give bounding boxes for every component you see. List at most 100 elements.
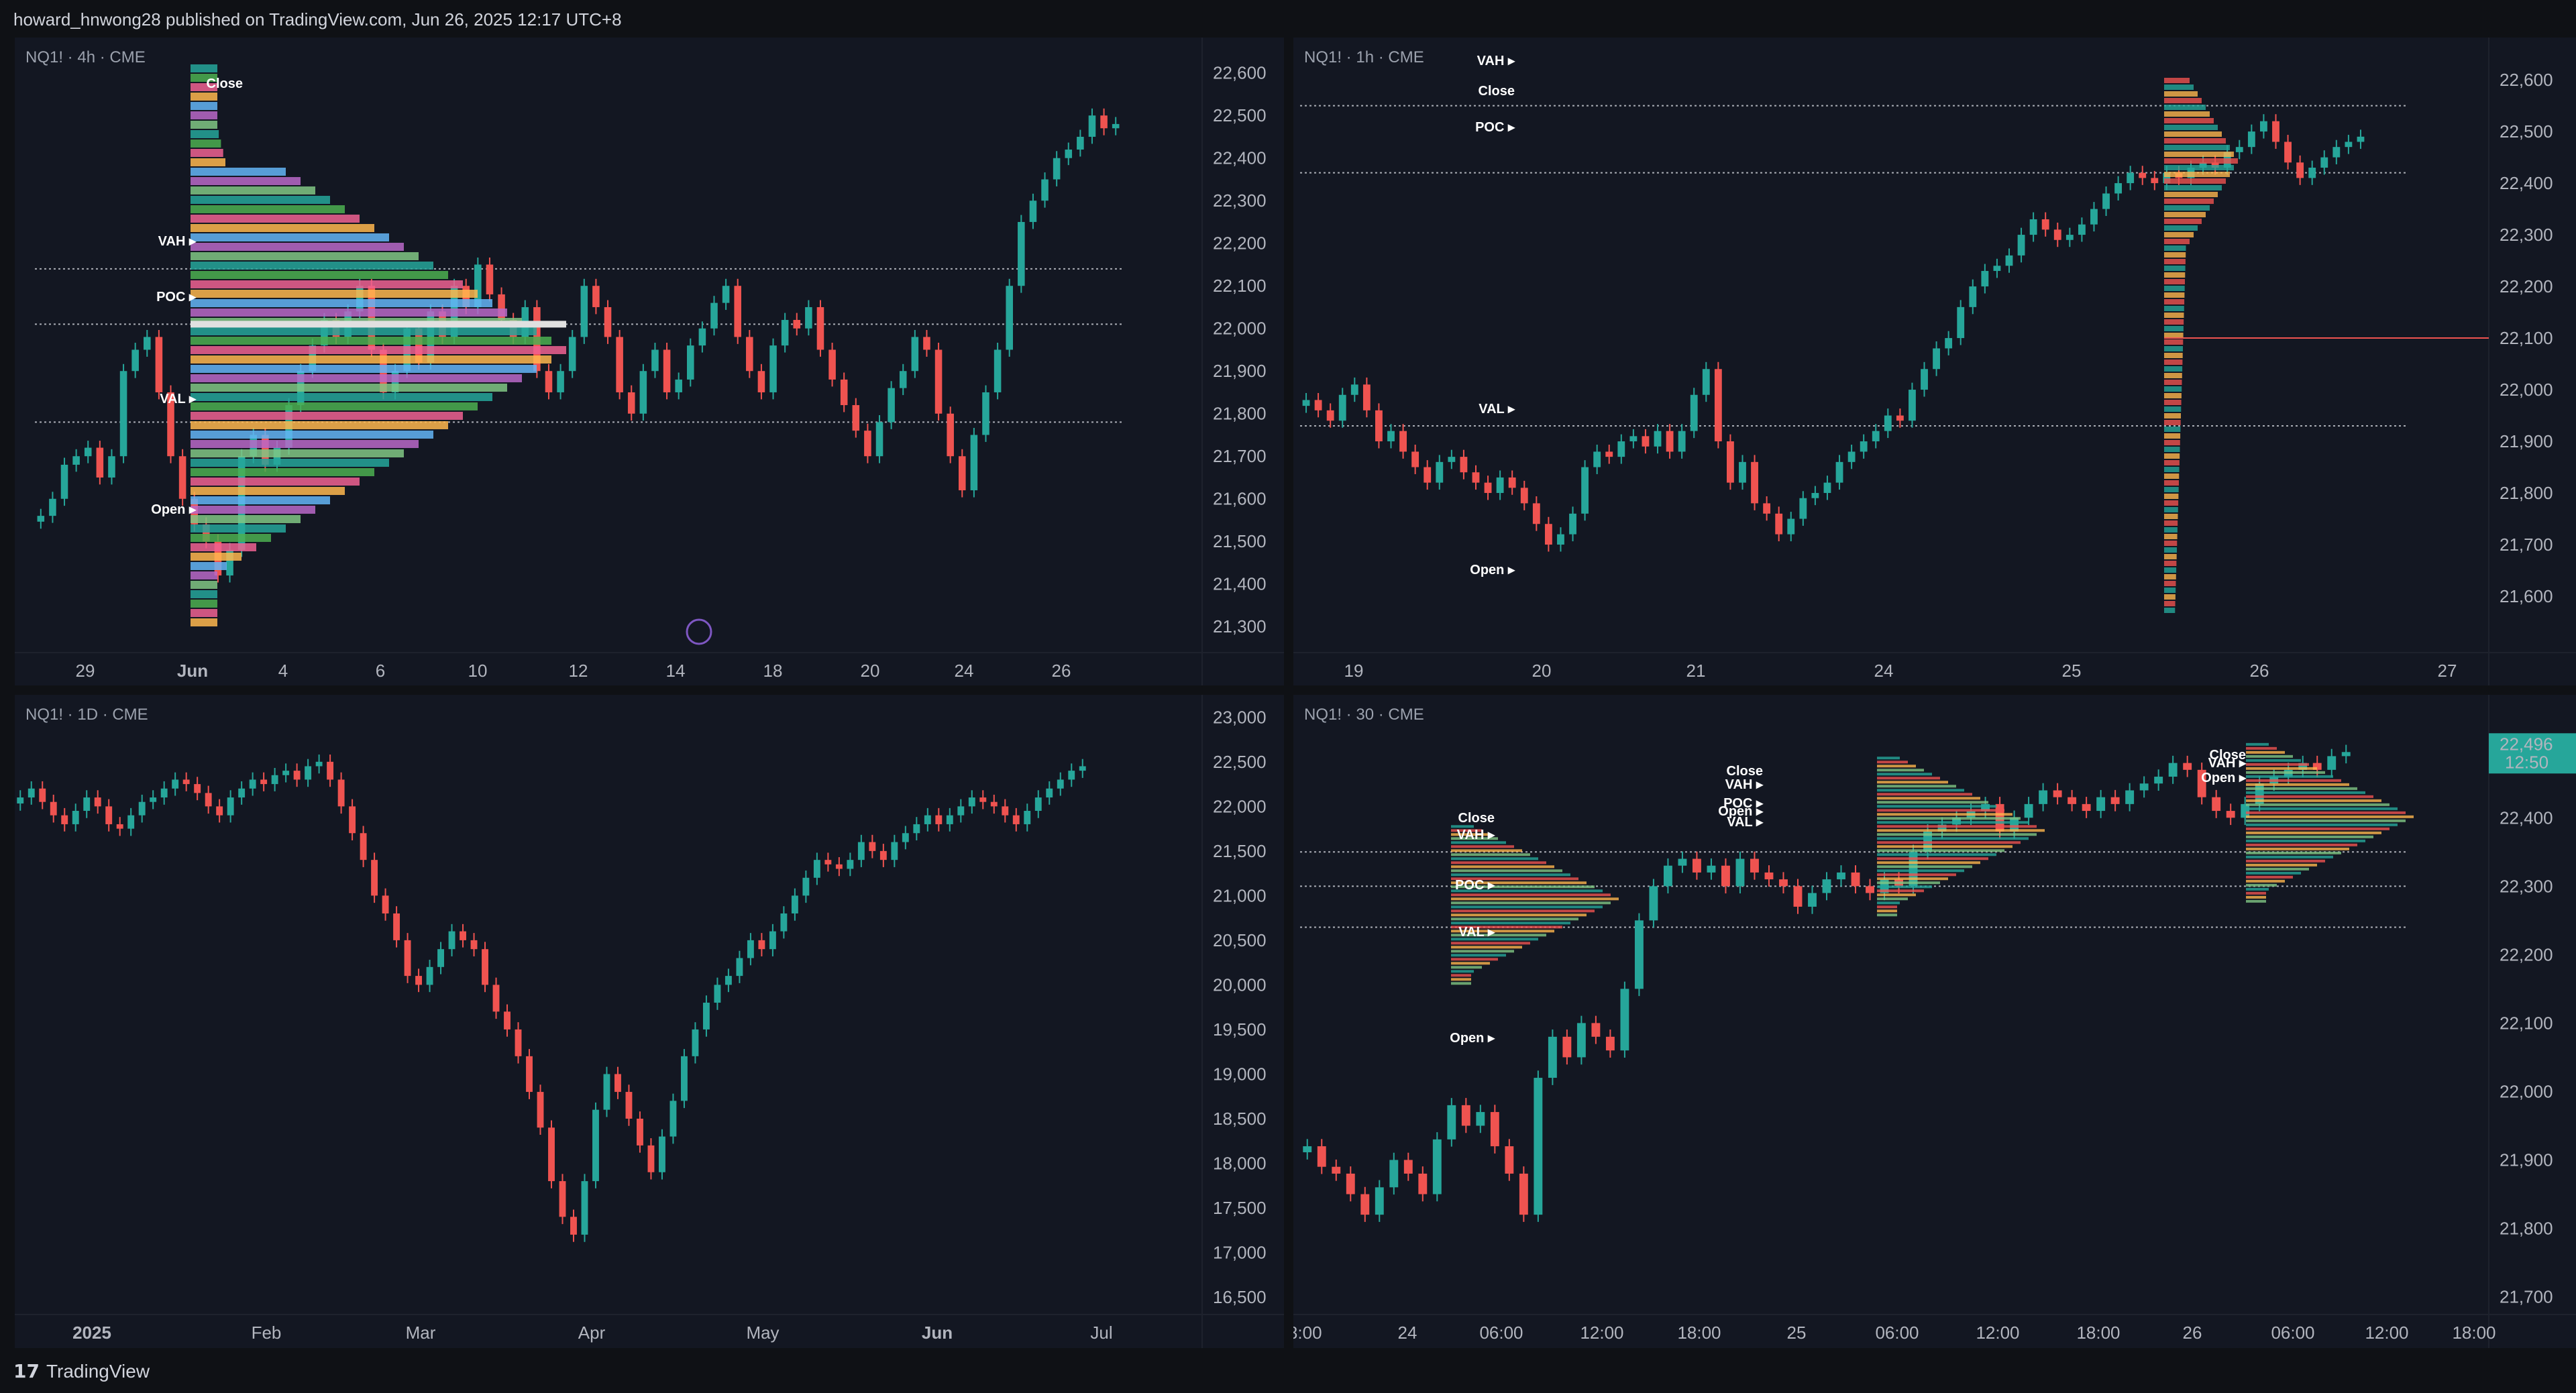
- candle-body: [108, 456, 115, 478]
- price-tag-price: 22,496: [2500, 734, 2553, 754]
- candle-body: [119, 371, 127, 457]
- candle: [305, 759, 312, 787]
- chart-panel-1d[interactable]: NQ1! · 1D · CME 23,000 22,500 22,000 21,500…: [15, 695, 1284, 1348]
- candle-body: [1350, 384, 1358, 395]
- chart-canvas-4h[interactable]: 22,600 22,500 22,400 22,300 22,200 22,100 22,0…: [15, 38, 1284, 685]
- tradingview-logo[interactable]: 𝟭𝟳 TradingView: [13, 1360, 150, 1382]
- chart-canvas-1d[interactable]: 23,000 22,500 22,000 21,500 21,000 20,500 20,0…: [15, 695, 1284, 1348]
- y-tick-label: 21,800: [2500, 483, 2553, 503]
- candle: [1581, 460, 1589, 521]
- candle: [970, 428, 978, 498]
- candle-body: [2139, 783, 2149, 791]
- candle-body: [651, 349, 659, 372]
- volume-profile-bar: [2246, 763, 2309, 766]
- volume-profile-bar: [1451, 913, 1587, 917]
- candle: [2320, 150, 2328, 175]
- x-tick-label: 12:00: [2365, 1323, 2408, 1343]
- volume-profile-bar: [2246, 807, 2398, 810]
- candle-body: [710, 302, 718, 329]
- volume-profile-bar: [1877, 853, 1996, 856]
- volume-profile-bar: [2246, 811, 2406, 814]
- chart-canvas-30m[interactable]: 22,50022,40022,30022,20022,10022,00021,9…: [1293, 695, 2576, 1348]
- candle: [1508, 470, 1516, 495]
- candle-body: [1077, 136, 1084, 150]
- candle-body: [1544, 524, 1552, 545]
- candle-body: [1576, 1023, 1586, 1058]
- candle: [2053, 783, 2062, 805]
- candle-body: [2024, 803, 2033, 818]
- volume-profile-bar: [2164, 386, 2182, 392]
- candle-body: [1692, 858, 1701, 873]
- candle: [557, 364, 564, 400]
- candle-body: [1461, 1105, 1470, 1126]
- candle-body: [625, 1092, 633, 1119]
- candle-body: [1617, 441, 1625, 457]
- candle-body: [1702, 369, 1710, 395]
- candle: [847, 852, 854, 877]
- chart-panel-1h[interactable]: NQ1! · 1h · CME 22,600 22,500 22,400 22,300…: [1293, 38, 2576, 685]
- chart-canvas-1h[interactable]: 22,600 22,500 22,400 22,300 22,200 22,100 22,0…: [1293, 38, 2576, 685]
- candle-body: [1750, 858, 1759, 873]
- volume-profile-bar: [191, 168, 286, 176]
- x-tick-label: 06:00: [1479, 1323, 1523, 1343]
- x-tick-label: 19: [1344, 661, 1364, 681]
- candle: [924, 807, 931, 832]
- candle: [1065, 142, 1073, 166]
- candle: [1362, 377, 1371, 418]
- candle-body: [557, 371, 564, 392]
- volume-profile-bar: [1451, 857, 1538, 860]
- x-tick-label: 06:00: [2271, 1323, 2314, 1343]
- volume-profile-bar: [191, 412, 463, 420]
- candle: [805, 300, 812, 336]
- candle-body: [2332, 147, 2341, 158]
- volume-profile-bar: [191, 571, 217, 579]
- candle-body: [769, 345, 777, 392]
- candle: [791, 888, 798, 921]
- volume-profile-bar: [191, 243, 404, 251]
- candle: [1884, 408, 1892, 439]
- candle-body: [902, 833, 909, 842]
- candle: [282, 763, 290, 783]
- volume-profile-bar: [2246, 883, 2277, 887]
- volume-profile-bar: [1451, 917, 1578, 921]
- chart-panel-30m[interactable]: NQ1! · 30 · CME 22,50022,40022,30022,200…: [1293, 695, 2576, 1348]
- candle-body: [2235, 147, 2243, 152]
- volume-profile-bar: [2164, 373, 2182, 378]
- candle-body: [1100, 115, 1108, 129]
- candle-body: [1557, 534, 1564, 545]
- volume-profile-bar: [191, 74, 217, 82]
- candle: [2039, 783, 2048, 812]
- candle-body: [1721, 865, 1730, 887]
- candle-body: [2212, 797, 2221, 812]
- candle: [1775, 506, 1783, 542]
- volume-profile-bar: [1877, 785, 1956, 788]
- volume-profile-bar: [191, 421, 448, 429]
- candle: [249, 772, 256, 796]
- candle: [2029, 212, 2037, 242]
- volume-profile-bar: [2246, 827, 2390, 830]
- candle-body: [37, 516, 45, 522]
- chart-panel-4h[interactable]: NQ1! · 4h · CME 22,600 22,500 22,400 22,300…: [15, 38, 1284, 685]
- candle-body: [627, 392, 635, 414]
- candle: [959, 449, 966, 498]
- candle-body: [1823, 482, 1831, 494]
- candle-body: [802, 877, 810, 896]
- y-tick-label: 21,400: [1213, 574, 1267, 594]
- candle-body: [404, 940, 411, 977]
- volume-profile-bar: [2164, 460, 2180, 465]
- candle-body: [271, 775, 278, 785]
- volume-profile-bar: [1451, 825, 1474, 828]
- candle-body: [1799, 498, 1807, 519]
- candle-body: [178, 456, 186, 499]
- volume-profile-bar: [1877, 757, 1900, 760]
- volume-profile-bar: [2164, 380, 2182, 385]
- volume-profile-bar: [1451, 897, 1619, 901]
- volume-profile-bar: [2164, 581, 2176, 586]
- candle: [1068, 763, 1075, 787]
- candle: [710, 296, 718, 336]
- volume-profile-bar: [191, 130, 219, 138]
- candle: [2041, 212, 2049, 237]
- candle: [2068, 789, 2077, 812]
- profile-label: POC ▸: [1723, 796, 1764, 811]
- volume-profile-bar: [1877, 841, 2021, 844]
